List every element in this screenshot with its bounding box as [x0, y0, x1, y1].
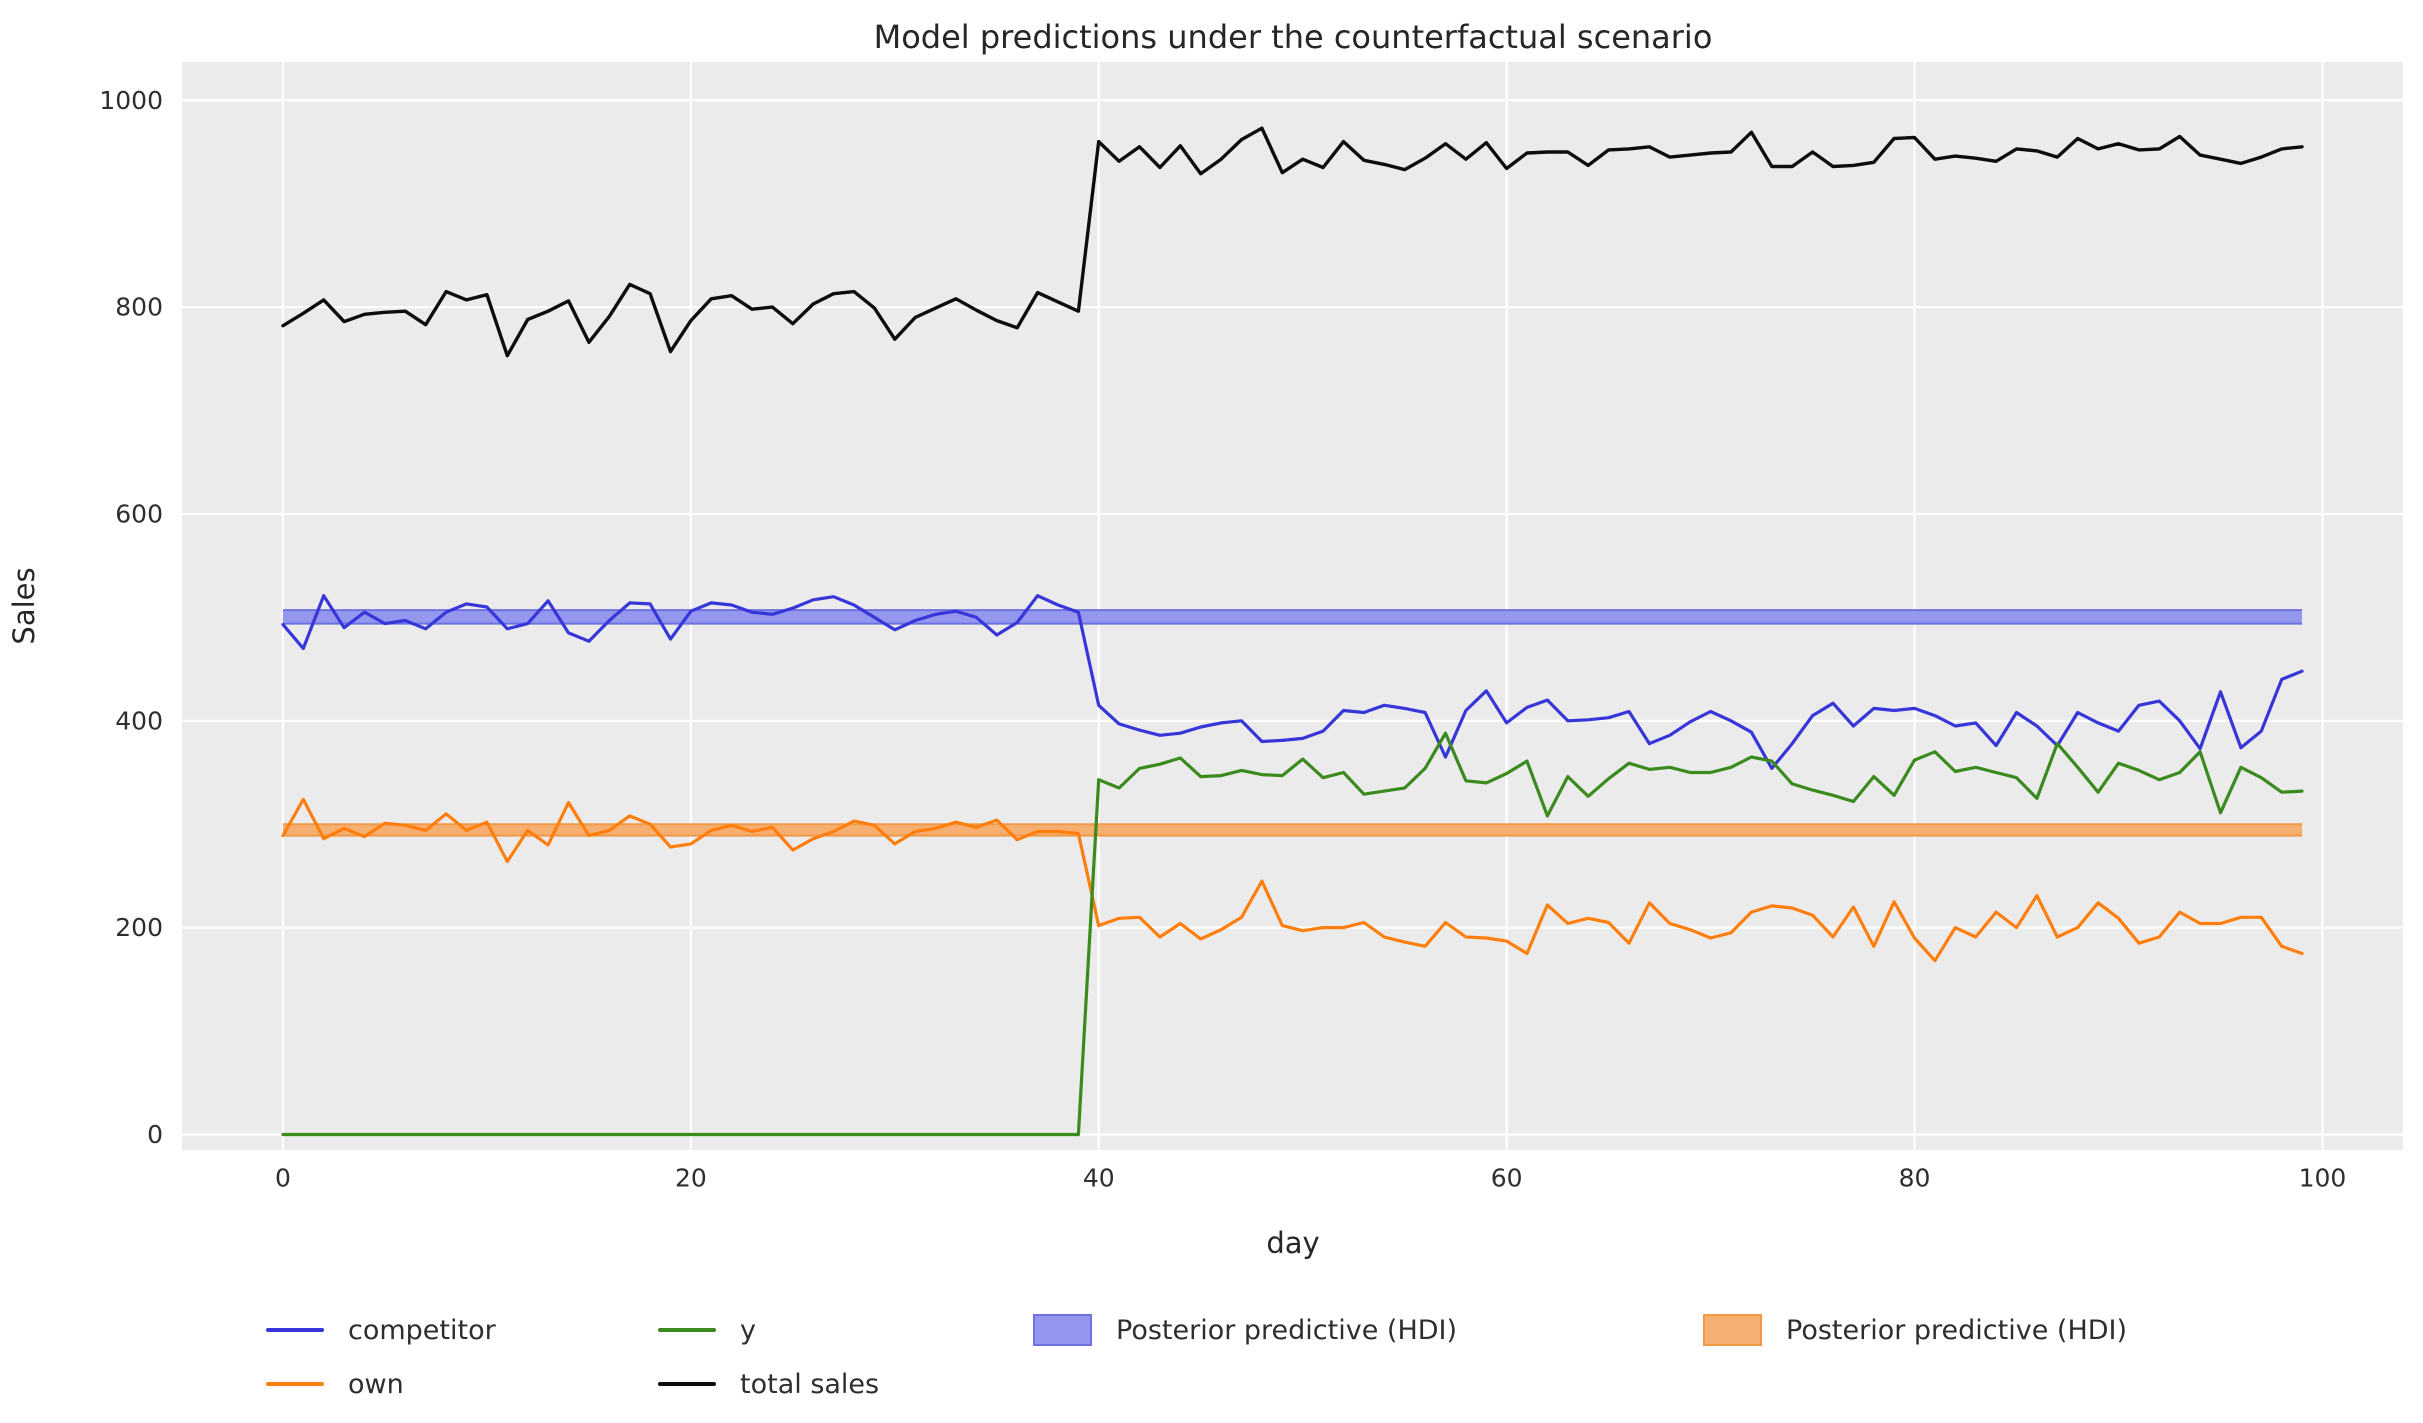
legend-label: Posterior predictive (HDI)	[1786, 1314, 2128, 1346]
y-tick-label: 800	[115, 293, 163, 322]
series-line-y	[281, 731, 2304, 1137]
y-tick-label: 200	[115, 913, 163, 942]
legend-item-hdi-competitor: Posterior predictive (HDI)	[1033, 1310, 1457, 1350]
legend-label: Posterior predictive (HDI)	[1116, 1314, 1458, 1346]
legend-label: y	[740, 1314, 756, 1346]
legend-item-total-sales: total sales	[658, 1364, 879, 1404]
legend-label: total sales	[740, 1368, 880, 1400]
competitor-line-swatch	[266, 1328, 324, 1332]
x-tick-label: 40	[1083, 1163, 1115, 1192]
plot-background	[182, 62, 2403, 1150]
legend-item-hdi-own: Posterior predictive (HDI)	[1703, 1310, 2127, 1350]
total-sales-line-swatch	[658, 1382, 716, 1386]
y-tick-label: 1000	[99, 86, 163, 115]
y-tick-label: 400	[115, 706, 163, 735]
legend-item-own: own	[266, 1364, 404, 1404]
series-line-competitor	[281, 594, 2304, 771]
y-tick-label: 600	[115, 499, 163, 528]
hdi-blue-patch-swatch	[1033, 1314, 1092, 1346]
legend-item-y: y	[658, 1310, 756, 1350]
y-axis-label: Sales	[7, 567, 41, 644]
x-tick-label: 80	[1899, 1163, 1931, 1192]
hdi-band-competitor	[282, 610, 2303, 624]
series-line-total-sales	[281, 126, 2304, 358]
legend-label: own	[348, 1368, 404, 1400]
series-line-own	[281, 797, 2304, 963]
x-axis-label: day	[1266, 1226, 1319, 1260]
x-tick-label: 0	[275, 1163, 291, 1192]
own-line-swatch	[266, 1382, 324, 1386]
x-tick-label: 20	[675, 1163, 707, 1192]
chart-title: Model predictions under the counterfactu…	[874, 18, 1713, 56]
y-line-swatch	[658, 1328, 716, 1332]
legend-label: competitor	[348, 1314, 496, 1346]
x-tick-label: 60	[1491, 1163, 1523, 1192]
hdi-orange-patch-swatch	[1703, 1314, 1762, 1346]
legend-item-competitor: competitor	[266, 1310, 496, 1350]
x-tick-label: 100	[2299, 1163, 2347, 1192]
y-tick-label: 0	[147, 1120, 163, 1149]
hdi-band-own	[282, 824, 2303, 836]
